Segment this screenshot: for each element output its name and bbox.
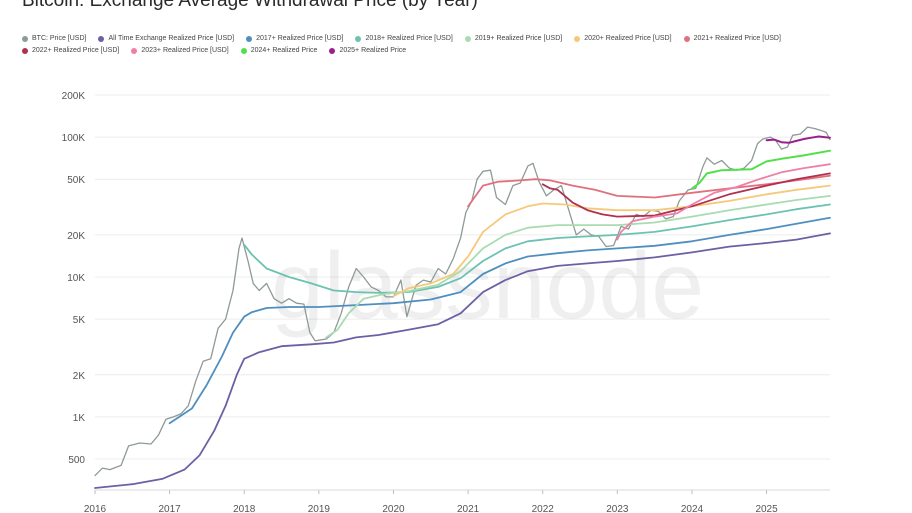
series-line-9	[691, 149, 831, 190]
legend: BTC: Price [USD] All Time Exchange Realiz…	[22, 35, 842, 54]
x-tick-label: 2024	[681, 504, 704, 513]
legend-label: BTC: Price [USD]	[32, 35, 87, 42]
y-tick-label: 10K	[67, 273, 85, 284]
legend-item[interactable]: 2021+ Realized Price [USD]	[683, 35, 781, 42]
legend-item[interactable]: All Time Exchange Realized Price [USD]	[98, 35, 234, 42]
legend-label: 2022+ Realized Price [USD]	[32, 47, 120, 54]
legend-dot-icon	[355, 35, 362, 42]
legend-dot-icon	[246, 35, 253, 42]
legend-label: 2025+ Realized Price	[339, 47, 407, 54]
legend-dot-icon	[464, 35, 471, 42]
x-tick-label: 2020	[382, 504, 405, 513]
legend-dot-icon	[22, 35, 28, 42]
x-tick-label: 2019	[308, 504, 331, 513]
legend-label: 2023+ Realized Price [USD]	[141, 47, 229, 54]
y-tick-label: 100K	[62, 133, 86, 144]
legend-dot-icon	[131, 47, 138, 54]
legend-item[interactable]: 2025+ Realized Price	[329, 47, 406, 54]
legend-label: 2024+ Realized Price	[250, 47, 318, 54]
y-tick-label: 20K	[67, 231, 85, 242]
legend-item[interactable]: 2024+ Realized Price	[240, 47, 318, 54]
x-tick-label: 2021	[457, 504, 480, 513]
series-line-3	[243, 203, 831, 294]
legend-dot-icon	[98, 35, 105, 42]
legend-dot-icon	[22, 47, 28, 54]
legend-item[interactable]: 2019+ Realized Price [USD]	[464, 35, 563, 42]
legend-dot-icon	[240, 47, 247, 54]
legend-dot-icon	[683, 35, 690, 42]
series-line-7	[541, 172, 831, 218]
series-line-6	[467, 174, 831, 208]
legend-dot-icon	[574, 35, 581, 42]
y-tick-label: 2K	[73, 371, 86, 382]
series-line-2	[168, 216, 831, 425]
legend-item[interactable]: 2017+ Realized Price [USD]	[246, 35, 343, 42]
x-tick-label: 2025	[755, 504, 778, 513]
chart-title: Bitcoin: Exchange Average Withdrawal Pri…	[22, 0, 478, 11]
legend-item[interactable]: 2020+ Realized Price [USD]	[574, 35, 672, 42]
series-line-10	[765, 135, 831, 144]
y-tick-label: 5K	[73, 315, 86, 326]
legend-label: 2019+ Realized Price [USD]	[474, 35, 563, 42]
x-tick-label: 2023	[606, 504, 629, 513]
series-line-4	[325, 195, 831, 339]
legend-label: All Time Exchange Realized Price [USD]	[108, 35, 235, 42]
x-tick-label: 2022	[532, 504, 555, 513]
legend-label: 2021+ Realized Price [USD]	[693, 35, 781, 42]
legend-dot-icon	[329, 47, 336, 54]
series-line-1	[94, 232, 831, 489]
y-tick-label: 200K	[62, 91, 86, 102]
y-tick-label: 1K	[73, 413, 86, 424]
series-line-5	[392, 184, 831, 297]
x-tick-label: 2017	[158, 504, 181, 513]
x-tick-label: 2016	[84, 504, 107, 513]
legend-label: 2017+ Realized Price [USD]	[256, 35, 344, 42]
legend-label: 2020+ Realized Price [USD]	[584, 35, 672, 42]
legend-label: 2018+ Realized Price [USD]	[365, 35, 453, 42]
series-line-8	[616, 163, 831, 241]
legend-item[interactable]: 2018+ Realized Price [USD]	[355, 35, 453, 42]
legend-item[interactable]: 2022+ Realized Price [USD]	[22, 47, 119, 54]
legend-item[interactable]: 2023+ Realized Price [USD]	[131, 47, 229, 54]
legend-item[interactable]: BTC: Price [USD]	[22, 35, 86, 42]
watermark-text: glassnode	[271, 233, 704, 339]
y-tick-label: 50K	[67, 175, 85, 186]
series-line-0	[94, 126, 831, 477]
x-tick-label: 2018	[233, 504, 256, 513]
y-tick-label: 500	[68, 455, 85, 466]
